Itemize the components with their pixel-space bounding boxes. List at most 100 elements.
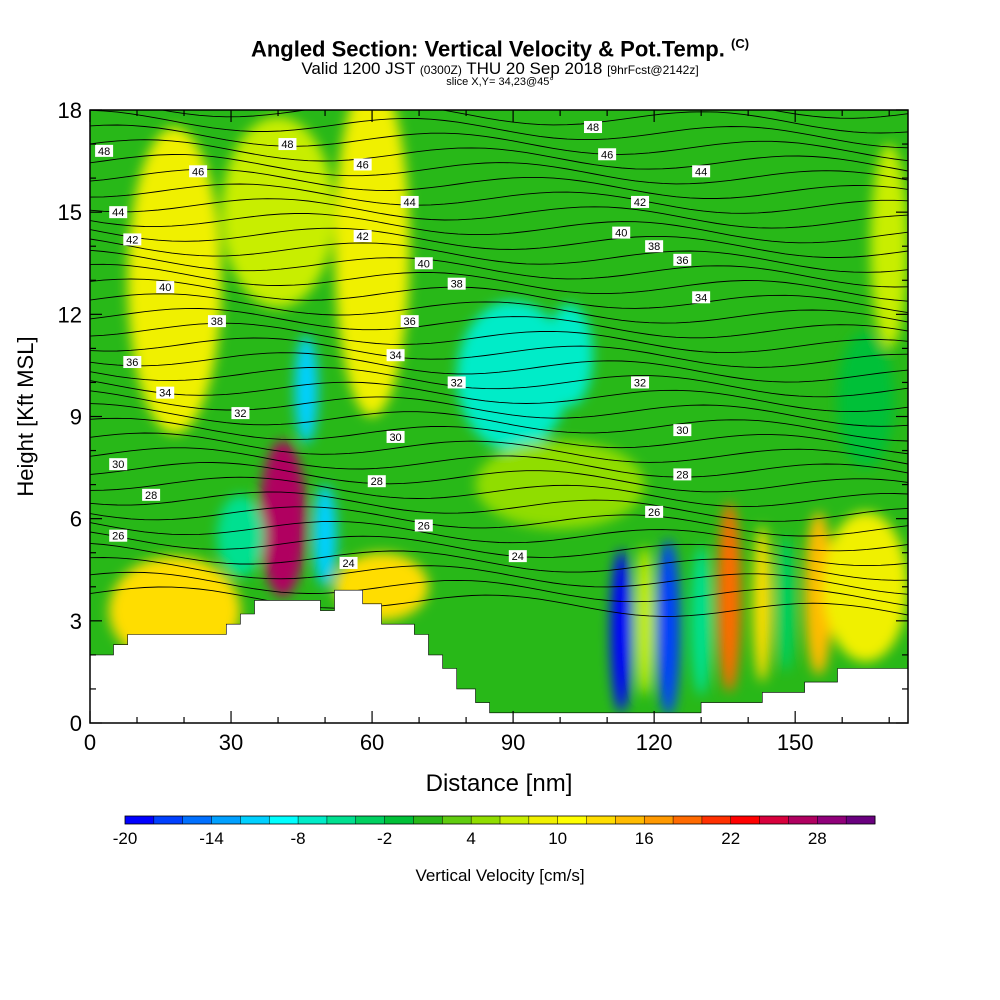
theta-label: 38	[211, 316, 223, 328]
theta-label-bg	[584, 121, 603, 134]
x-tick-label: 60	[360, 730, 384, 755]
y-tick-label: 18	[58, 98, 82, 123]
colorbar-bin	[788, 816, 818, 824]
y-tick-label: 15	[58, 200, 82, 225]
theta-contour-line	[90, 476, 908, 508]
colorbar-tick-label: -20	[113, 829, 138, 848]
theta-label-bg	[109, 458, 128, 471]
velocity-feature	[752, 525, 772, 683]
theta-label: 36	[404, 316, 416, 328]
x-tick-label: 30	[219, 730, 243, 755]
velocity-feature	[656, 539, 680, 717]
velocity-feature	[313, 484, 337, 587]
theta-contour-line	[90, 74, 908, 103]
theta-label: 42	[126, 234, 138, 246]
theta-label: 38	[451, 279, 463, 291]
chart-subtitle: Valid 1200 JST (0300Z) THU 20 Sep 2018 […	[0, 59, 1000, 79]
colorbar-bin	[413, 816, 443, 824]
theta-label: 48	[98, 146, 110, 158]
velocity-feature	[456, 300, 570, 451]
theta-contour-line	[90, 249, 908, 288]
colorbar-bin	[615, 816, 645, 824]
theta-label-bg	[400, 315, 419, 328]
theta-contour-line	[90, 168, 908, 199]
colorbar-bin	[759, 816, 789, 824]
velocity-feature	[870, 144, 908, 349]
theta-contour-line	[90, 183, 908, 214]
x-tick-label: 150	[777, 730, 814, 755]
theta-label: 34	[389, 350, 401, 362]
theta-label-bg	[692, 165, 711, 178]
theta-contour-line	[90, 110, 908, 149]
theta-label: 32	[634, 377, 646, 389]
velocity-feature	[804, 511, 833, 676]
y-tick-label: 0	[70, 711, 82, 736]
theta-label: 40	[418, 258, 430, 270]
colorbar-bin	[471, 816, 501, 824]
theta-label: 44	[112, 207, 124, 219]
theta-label-bg	[123, 233, 142, 246]
chart-title-main: Angled Section: Vertical Velocity & Pot.…	[250, 36, 725, 62]
colorbar-bin	[182, 816, 213, 824]
theta-contour-line	[90, 557, 908, 595]
y-tick-label: 6	[70, 507, 82, 532]
colorbar-bin	[730, 816, 761, 824]
theta-contour-line	[90, 263, 908, 302]
theta-label: 34	[695, 292, 707, 304]
theta-label-bg	[631, 376, 650, 389]
theta-contour-line	[90, 278, 908, 314]
theta-label-bg	[142, 488, 161, 501]
forecast-tag: [9hrFcst@2142z]	[607, 63, 699, 77]
theta-contour-line	[90, 293, 908, 324]
theta-contour-line	[90, 352, 908, 383]
theta-label-bg	[612, 226, 631, 239]
x-tick-label: 0	[84, 730, 96, 755]
theta-label: 46	[601, 149, 613, 161]
theta-label-bg	[95, 144, 114, 157]
theta-label: 30	[112, 459, 124, 471]
theta-label: 46	[192, 166, 204, 178]
theta-contour-line	[90, 308, 908, 339]
theta-label: 26	[648, 507, 660, 519]
colorbar-bin	[557, 816, 588, 824]
colorbar-bin	[673, 816, 703, 824]
theta-label: 40	[615, 228, 627, 240]
theta-label-bg	[109, 529, 128, 542]
theta-label-bg	[414, 519, 433, 532]
valid-utc: (0300Z)	[419, 63, 462, 77]
terrain	[90, 589, 908, 723]
theta-contour-line	[90, 367, 908, 398]
velocity-field: 48 48 48 46 46 46 44 44 44 42 42 42 40 40 40 38 38 38 36 36…	[90, 74, 908, 723]
theta-label: 42	[357, 231, 369, 243]
theta-label-bg	[414, 257, 433, 270]
theta-label: 48	[281, 139, 293, 151]
theta-label: 34	[159, 388, 171, 400]
theta-label-bg	[156, 386, 175, 399]
velocity-feature	[259, 440, 307, 597]
colorbar-bin	[586, 816, 616, 824]
theta-label-bg	[109, 206, 128, 219]
velocity-feature	[837, 331, 894, 468]
chart-title: Angled Section: Vertical Velocity & Pot.…	[0, 36, 1000, 62]
theta-label-bg	[645, 505, 664, 518]
colorbar-tick-label: 22	[721, 829, 740, 848]
colorbar-bin	[528, 816, 559, 824]
velocity-feature	[546, 304, 594, 407]
theta-contour-line	[90, 403, 908, 442]
theta-label: 28	[145, 490, 157, 502]
velocity-features	[108, 110, 908, 717]
theta-label-bg	[123, 356, 142, 369]
theta-contour-line	[90, 432, 908, 465]
theta-contour-line	[90, 506, 908, 537]
theta-label-bg	[367, 475, 386, 488]
slice-info: slice X,Y= 34,23@45°	[446, 76, 554, 88]
theta-label: 44	[404, 197, 416, 209]
theta-label-bg	[189, 165, 208, 178]
valid-date: THU 20 Sep 2018	[466, 59, 603, 78]
theta-label-bg	[278, 138, 297, 151]
velocity-feature	[216, 494, 264, 577]
colorbar-bin	[500, 816, 530, 824]
velocity-feature	[475, 440, 645, 529]
